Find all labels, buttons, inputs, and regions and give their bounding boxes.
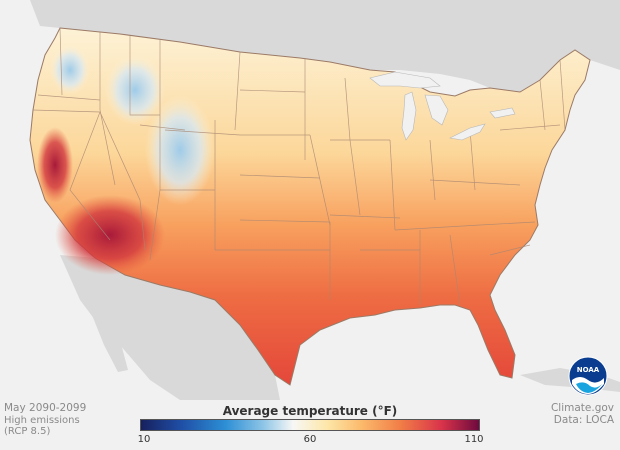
- data-credit: Data: LOCA: [553, 414, 614, 426]
- lake-superior: [369, 71, 441, 89]
- central-valley-hot-zone: [37, 127, 73, 203]
- great-lakes: [369, 71, 516, 141]
- rocky-mountains-cool-zone: [145, 95, 215, 205]
- legend-tick-min: 10: [137, 434, 151, 445]
- temperature-map: [0, 0, 620, 400]
- lake-ontario: [489, 107, 516, 119]
- noaa-logo: NOAA: [568, 356, 608, 396]
- time-period-label: May 2090-2099: [4, 402, 87, 414]
- mexico-land: [60, 255, 280, 400]
- lake-erie: [449, 123, 486, 141]
- legend-title: Average temperature (°F): [222, 404, 398, 418]
- lake-huron: [424, 94, 449, 126]
- lake-michigan: [401, 91, 417, 141]
- cascades-cool-zone: [50, 45, 90, 95]
- source-credit: Climate.gov: [550, 402, 614, 414]
- northern-rockies-cool-zone: [105, 55, 165, 125]
- scenario-note: (RCP 8.5): [4, 426, 51, 437]
- legend-tick-max: 110: [464, 434, 484, 445]
- baja-peninsula: [82, 265, 128, 372]
- noaa-logo-text: NOAA: [577, 366, 600, 374]
- legend-tick-mid: 60: [303, 434, 317, 445]
- legend-color-bar: [140, 419, 480, 431]
- scenario-label: High emissions: [4, 415, 80, 426]
- state-borders: [32, 27, 566, 306]
- canada-land: [0, 0, 620, 92]
- southwest-hot-zone: [55, 195, 165, 275]
